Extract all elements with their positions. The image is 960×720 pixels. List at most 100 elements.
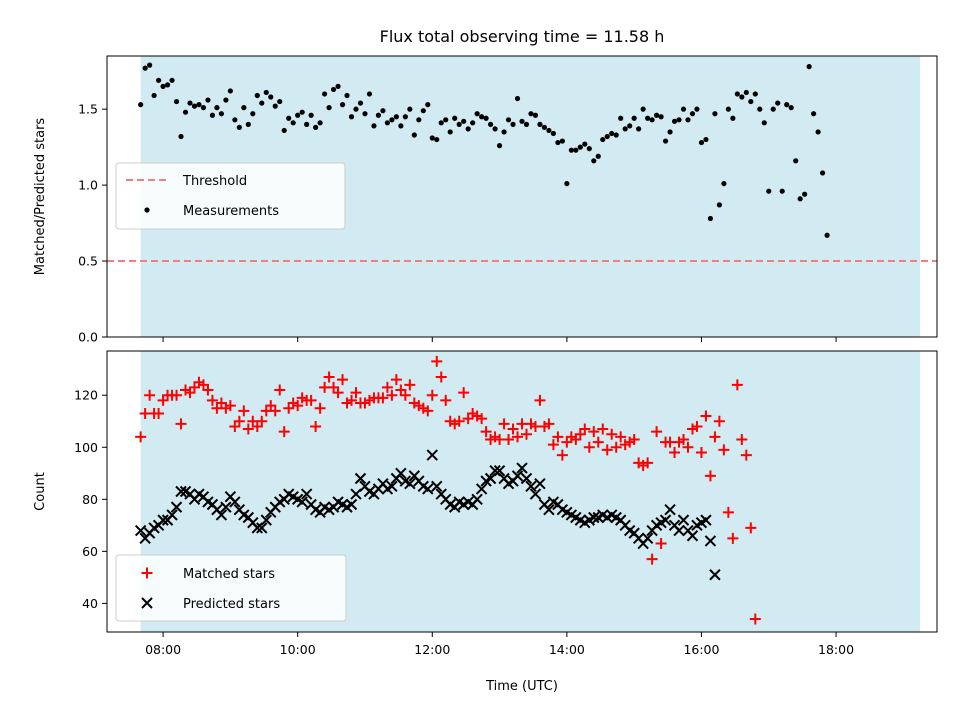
measurement-point <box>510 121 516 127</box>
predicted-star-point <box>350 488 362 500</box>
matched-star-point <box>386 389 398 401</box>
y-tick-label: 0.0 <box>78 330 98 345</box>
measurement-point <box>362 111 368 117</box>
measurement-point <box>142 65 148 71</box>
matched-star-point <box>390 374 402 386</box>
matched-star-point <box>453 415 465 427</box>
measurement-point <box>236 124 242 130</box>
measurement-point <box>470 120 476 126</box>
x-tick-label: 18:00 <box>818 642 854 657</box>
measurement-point <box>223 97 229 103</box>
predicted-star-point <box>220 501 232 513</box>
measurement-point <box>811 111 817 117</box>
measurement-point <box>734 91 740 97</box>
predicted-star-point <box>426 449 438 461</box>
measurement-point <box>366 91 373 97</box>
matched-star-point <box>233 415 245 427</box>
predicted-star-point <box>543 504 555 516</box>
matched-star-point <box>399 389 411 401</box>
measurement-point <box>465 126 471 132</box>
measurement-point <box>613 132 619 138</box>
measurement-point <box>402 114 408 120</box>
matched-star-point <box>350 387 362 399</box>
predicted-star-point <box>709 569 721 581</box>
predicted-star-point <box>475 483 488 495</box>
matched-star-point <box>615 431 627 443</box>
predicted-star-point <box>431 480 443 493</box>
measurement-point <box>752 91 758 97</box>
matched-star-point <box>144 389 156 401</box>
legend-measurement-swatch <box>144 207 150 213</box>
measurement-point <box>770 106 776 112</box>
predicted-star-point <box>484 472 497 485</box>
predicted-star-point <box>175 485 187 498</box>
measurement-point <box>743 89 749 96</box>
matched-star-point <box>745 522 757 534</box>
measurement-point <box>281 127 287 134</box>
measurement-point <box>438 120 444 126</box>
predicted-star-point <box>704 535 717 547</box>
measurement-point <box>559 138 565 144</box>
legend: Matched stars Predicted stars <box>115 554 347 622</box>
matched-star-point <box>224 400 236 412</box>
predicted-star-point <box>300 488 313 500</box>
measurement-point <box>461 118 467 124</box>
matched-star-point <box>601 444 613 456</box>
measurement-point <box>245 121 251 127</box>
measurement-point <box>595 153 601 159</box>
matched-star-point <box>310 420 322 432</box>
predicted-star-point <box>260 514 272 526</box>
measurement-point <box>671 118 678 124</box>
measurement-point <box>357 100 364 106</box>
matched-star-point <box>678 433 690 445</box>
measurement-point <box>452 115 458 121</box>
legend-matched-swatch <box>141 567 153 579</box>
matched-star-point <box>431 355 443 367</box>
chart-title: Flux total observing time = 11.58 h <box>380 27 665 46</box>
matched-star-point <box>346 394 358 406</box>
matched-star-point <box>256 415 268 427</box>
measurement-point <box>259 100 265 106</box>
measurement-point <box>492 126 498 132</box>
legend-box <box>115 554 347 622</box>
matched-star-point <box>171 389 183 401</box>
measurement-point <box>308 112 314 118</box>
matched-star-point <box>503 433 515 445</box>
measurement-point <box>667 129 673 135</box>
measurement-point <box>658 114 664 120</box>
matched-star-point <box>547 439 559 451</box>
measurement-point <box>757 106 763 112</box>
measurement-point <box>304 121 310 127</box>
matched-star-point <box>610 441 622 453</box>
measurement-point <box>685 117 691 123</box>
matched-star-point <box>278 426 290 438</box>
predicted-star-point <box>659 514 672 526</box>
predicted-star-point <box>229 496 241 508</box>
matched-star-point <box>135 431 147 443</box>
measurement-point <box>519 118 525 124</box>
measurement-point <box>434 136 440 143</box>
legend-measurement-label: Measurements <box>183 204 279 219</box>
measurement-point <box>344 92 350 99</box>
measurement-point <box>147 62 153 68</box>
predicted-star-point <box>516 462 528 474</box>
measurement-point <box>653 112 660 118</box>
measurement-point <box>784 102 790 108</box>
measurement-point <box>694 106 700 112</box>
predicted-star-point <box>215 509 228 521</box>
measurement-point <box>604 133 610 140</box>
y-tick-label: 100 <box>74 440 98 455</box>
matched-star-point <box>206 394 218 406</box>
predicted-star-point <box>296 496 308 508</box>
measurement-point <box>250 111 256 117</box>
predicted-star-point <box>588 511 600 524</box>
count-panel: 40 60 80 100 120 08:00 10:00 12:00 14:00 16:00 18:… <box>33 350 938 694</box>
legend-matched-label: Matched stars <box>183 567 275 582</box>
predicted-star-point <box>354 472 367 485</box>
measurement-point <box>645 115 651 121</box>
measurement-point <box>802 191 808 197</box>
measurement-point <box>487 121 494 127</box>
matched-star-point <box>269 405 281 417</box>
measurement-point <box>573 147 579 153</box>
predicted-star-point <box>251 522 264 534</box>
